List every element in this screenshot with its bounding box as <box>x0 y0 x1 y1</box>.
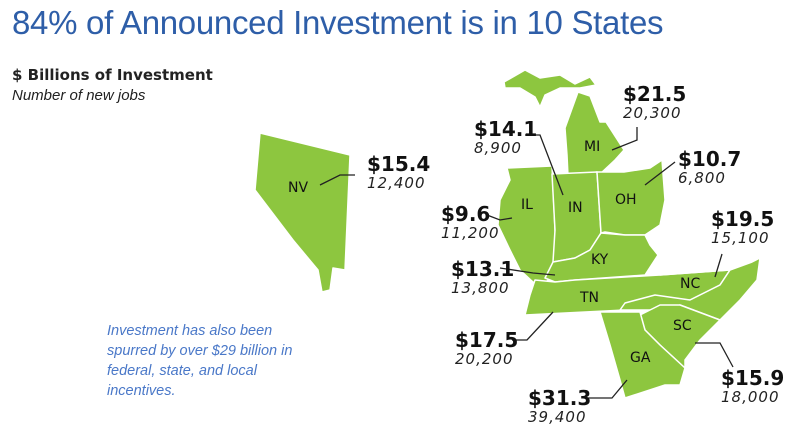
leader-nc <box>714 253 723 278</box>
state-mi <box>564 91 625 177</box>
state-label-sc: SC <box>673 318 692 334</box>
state-label-mi: MI <box>584 139 601 155</box>
jobs-value: 12,400 <box>367 174 426 192</box>
investment-value: $13.1 <box>451 257 515 281</box>
investment-value: $15.9 <box>721 366 785 390</box>
callout-mi: $21.5 20,300 <box>623 83 686 122</box>
jobs-value: 18,000 <box>721 388 780 406</box>
jobs-value: 11,200 <box>441 224 500 242</box>
jobs-value: 39,400 <box>528 408 587 426</box>
jobs-value: 20,200 <box>455 350 514 368</box>
callout-nc: $19.5 15,100 <box>711 208 774 247</box>
investment-value: $21.5 <box>623 82 687 106</box>
state-mi-upper <box>503 69 597 108</box>
investment-value: $15.4 <box>367 152 431 176</box>
legend-jobs: Number of new jobs <box>12 87 146 104</box>
callout-il: $9.6 11,200 <box>441 203 500 242</box>
investment-value: $9.6 <box>441 202 491 226</box>
state-label-ga: GA <box>630 350 651 366</box>
leader-il <box>486 214 513 221</box>
leader-mi <box>611 127 638 151</box>
callout-sc: $15.9 18,000 <box>721 367 784 406</box>
state-label-il: IL <box>521 197 533 213</box>
legend-investment: $ Billions of Investment <box>12 66 213 84</box>
state-ga <box>599 311 686 399</box>
state-label-in: IN <box>568 200 583 216</box>
leader-nv <box>319 174 355 186</box>
state-oh <box>596 159 666 236</box>
state-label-ky: KY <box>591 252 609 268</box>
leader-oh <box>644 161 676 186</box>
state-label-nv: NV <box>288 180 309 196</box>
state-label-tn: TN <box>580 290 600 306</box>
leader-in <box>525 134 564 196</box>
leader-tn <box>512 311 554 341</box>
callout-ga: $31.3 39,400 <box>528 387 591 426</box>
callout-oh: $10.7 6,800 <box>678 148 741 187</box>
jobs-value: 8,900 <box>474 139 522 157</box>
callout-nv: $15.4 12,400 <box>367 153 430 192</box>
investment-value: $17.5 <box>455 328 519 352</box>
investment-value: $31.3 <box>528 386 592 410</box>
investment-value: $10.7 <box>678 147 742 171</box>
state-nv <box>254 132 351 293</box>
investment-value: $19.5 <box>711 207 775 231</box>
jobs-value: 6,800 <box>678 169 726 187</box>
leader-sc <box>695 342 734 368</box>
callout-in: $14.1 8,900 <box>474 118 537 157</box>
jobs-value: 13,800 <box>451 279 510 297</box>
leader-ga <box>585 379 628 399</box>
jobs-value: 20,300 <box>623 104 682 122</box>
investment-value: $14.1 <box>474 117 538 141</box>
state-label-oh: OH <box>615 192 637 208</box>
jobs-value: 15,100 <box>711 229 770 247</box>
state-label-nc: NC <box>680 276 701 292</box>
incentives-note: Investment has also been spurred by over… <box>107 323 293 399</box>
callout-tn: $17.5 20,200 <box>455 329 518 368</box>
callout-ky: $13.1 13,800 <box>451 258 514 297</box>
leader-ky <box>499 267 556 276</box>
page-title: 84% of Announced Investment is in 10 Sta… <box>12 4 664 41</box>
